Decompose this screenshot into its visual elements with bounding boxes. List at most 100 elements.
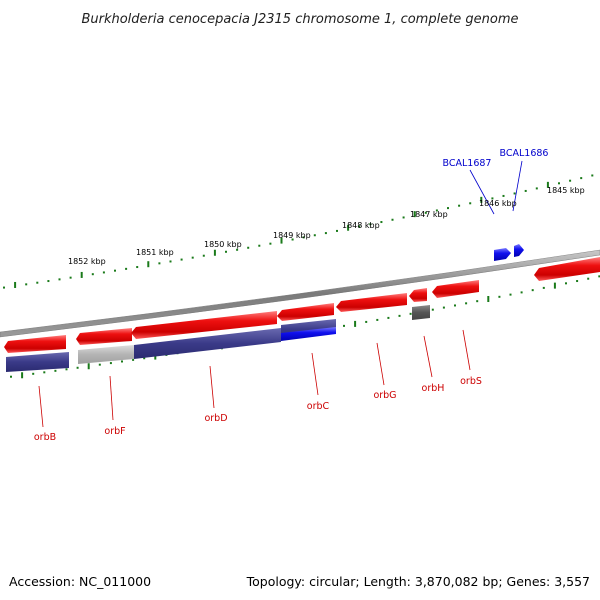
minor-tick: [491, 197, 494, 200]
minor-tick: [114, 269, 116, 272]
feature-bar-orbC-blue[interactable]: [281, 327, 336, 341]
minor-tick: [498, 295, 501, 298]
minor-tick: [10, 375, 12, 378]
minor-tick: [302, 236, 305, 239]
minor-tick: [202, 254, 205, 257]
gene-label-BCAL1687[interactable]: BCAL1687: [443, 158, 492, 169]
minor-tick: [158, 262, 161, 265]
kbp-label: 1852 kbp: [68, 257, 106, 266]
minor-tick: [169, 260, 172, 263]
gene-arrow-BCAL1686[interactable]: [514, 244, 524, 257]
minor-tick: [587, 277, 590, 280]
leader-line: [109, 375, 114, 421]
major-tick: [80, 271, 83, 278]
minor-tick: [125, 267, 128, 270]
gene-arrow-BCAL1687[interactable]: [494, 248, 511, 261]
minor-tick: [54, 369, 57, 372]
gene-label-orbH[interactable]: orbH: [422, 383, 445, 394]
minor-tick: [458, 204, 461, 207]
minor-tick: [431, 308, 434, 311]
minor-tick: [398, 314, 401, 317]
minor-tick: [313, 234, 316, 237]
minor-tick: [520, 291, 523, 294]
kbp-labels: 1852 kbp 1851 kbp 1850 kbp 1849 kbp 1848 kbp…: [68, 186, 585, 266]
minor-tick: [531, 289, 534, 292]
label-leader-lines: [38, 160, 523, 428]
major-tick: [480, 196, 483, 203]
minor-tick: [391, 218, 394, 221]
accession-text: Accession: NC_011000: [9, 574, 151, 589]
minor-tick: [513, 192, 516, 195]
minor-tick: [509, 293, 512, 296]
feature-bar-orbD[interactable]: [134, 328, 281, 359]
minor-tick: [3, 286, 5, 289]
feature-bar-orbF[interactable]: [78, 345, 134, 364]
kbp-label: 1847 kbp: [410, 210, 448, 219]
gene-label-orbD[interactable]: orbD: [204, 413, 227, 424]
minor-tick: [247, 246, 250, 249]
minor-tick: [358, 225, 361, 228]
minor-tick: [454, 304, 456, 307]
gene-label-orbB[interactable]: orbB: [34, 432, 56, 443]
feature-bar-orbH[interactable]: [412, 305, 430, 320]
minor-tick: [476, 300, 479, 303]
kbp-label: 1849 kbp: [273, 231, 311, 240]
minor-tick: [387, 316, 390, 319]
minor-tick: [576, 280, 579, 283]
major-tick: [14, 281, 17, 288]
minor-tick: [47, 280, 50, 283]
gene-arrow-orbD[interactable]: [131, 311, 277, 339]
minor-tick: [365, 320, 368, 323]
gene-arrow-orbC[interactable]: [277, 303, 334, 321]
gene-label-orbF[interactable]: orbF: [104, 426, 125, 437]
minor-tick: [598, 275, 600, 278]
gene-arrow-orbB[interactable]: [4, 335, 66, 353]
minor-tick: [76, 366, 79, 369]
minor-tick: [258, 244, 261, 247]
gene-arrow-orbG[interactable]: [336, 293, 407, 312]
minor-tick: [291, 238, 294, 241]
minor-tick: [143, 357, 146, 360]
leader-line: [462, 329, 471, 371]
gene-label-orbC[interactable]: orbC: [307, 401, 330, 412]
major-tick: [147, 261, 150, 268]
gene-arrow-orbS[interactable]: [432, 280, 479, 298]
kbp-label: 1851 kbp: [136, 248, 174, 257]
minor-tick: [542, 286, 545, 289]
minor-tick: [442, 306, 445, 309]
minor-tick: [343, 324, 345, 327]
gene-label-orbS[interactable]: orbS: [460, 376, 482, 387]
major-tick: [280, 237, 283, 244]
kbp-label: 1850 kbp: [204, 240, 242, 249]
minor-tick: [269, 242, 272, 245]
feature-bar-orbB[interactable]: [6, 352, 69, 372]
minor-tick: [58, 278, 61, 281]
minor-tick: [580, 177, 583, 180]
minor-tick: [136, 266, 139, 269]
gene-label-BCAL1686[interactable]: BCAL1686: [500, 148, 549, 159]
minor-tick: [424, 211, 427, 214]
major-tick: [213, 249, 216, 256]
major-tick: [546, 181, 549, 188]
gene-labels: BCAL1687 BCAL1686 orbB orbF orbD orbC orbG orbH…: [34, 148, 549, 443]
leader-line: [376, 342, 385, 386]
minor-tick: [535, 187, 538, 190]
major-tick: [553, 282, 556, 289]
kbp-label: 1845 kbp: [547, 186, 585, 195]
map-title: Burkholderia cenocepacia J2315 chromosom…: [81, 12, 518, 27]
gene-label-orbG[interactable]: orbG: [373, 390, 396, 401]
major-tick: [21, 372, 24, 379]
gene-arrow-right-edge[interactable]: [534, 257, 600, 281]
leader-line: [469, 169, 495, 215]
minor-tick: [69, 276, 72, 279]
gene-arrow-orbH[interactable]: [409, 288, 427, 302]
minor-tick: [180, 258, 183, 261]
minor-tick: [469, 202, 472, 205]
minor-tick: [121, 360, 123, 363]
gene-arrow-orbF[interactable]: [76, 328, 132, 345]
leader-line: [38, 385, 44, 428]
minor-tick: [591, 174, 594, 177]
minor-tick: [524, 189, 527, 192]
minor-tick: [558, 182, 560, 185]
